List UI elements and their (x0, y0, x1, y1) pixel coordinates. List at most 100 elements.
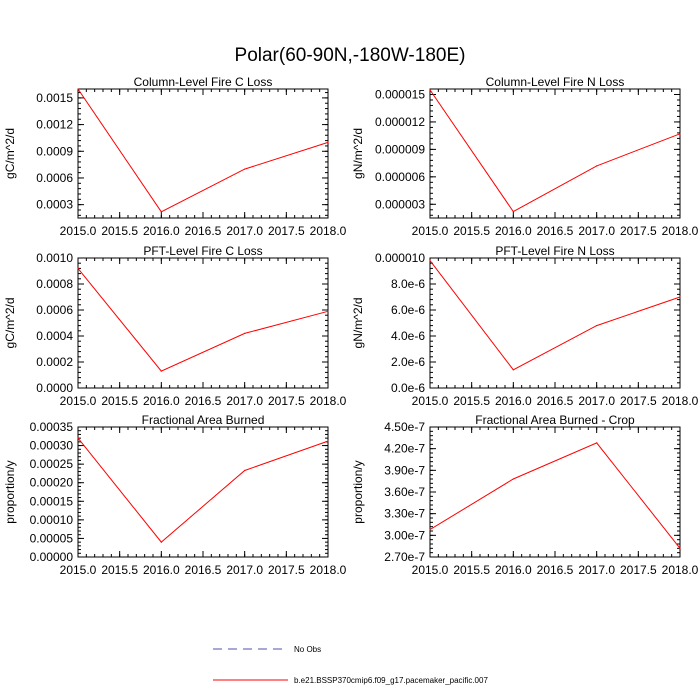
y-tick-label: 4.20e-7 (384, 442, 425, 456)
x-tick-label: 2018.0 (310, 394, 347, 408)
chart-panel-4: 2015.0 2015.5 2016.0 2016.5 2017.0 2017.5 2018… (351, 244, 699, 408)
y-tick-label: 2.0e-6 (391, 355, 425, 369)
chart-title: Fractional Area Burned - Crop (475, 413, 635, 427)
x-tick-label: 2016.0 (495, 224, 532, 238)
x-tick-label: 2016.0 (495, 563, 532, 577)
x-tick-label: 2017.0 (578, 224, 615, 238)
plot-frame (77, 257, 329, 389)
y-tick-label: 0.0e-6 (391, 381, 425, 395)
x-tick-label: 2015.5 (453, 224, 490, 238)
data-point (327, 141, 329, 143)
y-tick-label: 0.0002 (36, 355, 73, 369)
x-tick-label: 2017.0 (578, 563, 615, 577)
y-axis-label: proportion/y (351, 460, 365, 523)
x-tick-label: 2017.5 (268, 563, 305, 577)
y-tick-label: 0.00015 (30, 494, 74, 508)
x-tick-label: 2017.0 (226, 224, 263, 238)
y-axis-label: proportion/y (3, 460, 17, 523)
y-tick-label: 0.00000 (30, 550, 74, 564)
legend-label-model: b.e21.BSSP370cmip6.f09_g17.pacemaker_pac… (294, 676, 488, 685)
legend-label-no-obs: No Obs (294, 645, 321, 654)
x-tick-label: 2017.5 (620, 224, 657, 238)
data-point (679, 296, 681, 298)
data-point (327, 310, 329, 312)
chart-title: PFT-Level Fire C Loss (143, 244, 262, 258)
x-tick-label: 2017.5 (268, 394, 305, 408)
chart-panel-3: 2015.0 2015.5 2016.0 2016.5 2017.0 2017.5 2018… (3, 244, 347, 408)
x-tick-label: 2016.5 (537, 224, 574, 238)
chart-panel-1: 2015.0 2015.5 2016.0 2016.5 2017.0 2017.5 2018… (3, 75, 347, 238)
y-tick-label: 0.0003 (36, 198, 73, 212)
x-tick-label: 2016.5 (537, 563, 574, 577)
plot-frame (429, 426, 681, 558)
data-point (160, 211, 162, 213)
x-tick-label: 2016.0 (495, 394, 532, 408)
x-tick-label: 2015.5 (101, 224, 138, 238)
x-tick-label: 2017.0 (226, 563, 263, 577)
data-point (679, 133, 681, 135)
x-tick-label: 2018.0 (662, 224, 699, 238)
x-tick-label: 2017.5 (620, 394, 657, 408)
x-tick-label: 2016.5 (185, 224, 222, 238)
plot-frame (77, 426, 329, 558)
chart-title: Column-Level Fire C Loss (134, 75, 273, 89)
data-point (512, 369, 514, 371)
y-tick-label: 0.000006 (375, 170, 425, 184)
data-point (429, 89, 431, 91)
y-tick-label: 0.0006 (36, 303, 73, 317)
x-tick-label: 2015.0 (412, 224, 449, 238)
x-tick-label: 2017.0 (578, 394, 615, 408)
y-tick-label: 3.90e-7 (384, 463, 425, 477)
y-tick-label: 3.60e-7 (384, 485, 425, 499)
data-point (327, 440, 329, 442)
y-tick-label: 0.00020 (30, 476, 74, 490)
y-tick-label: 2.70e-7 (384, 550, 425, 564)
y-tick-label: 0.00030 (30, 439, 74, 453)
x-tick-label: 2018.0 (310, 563, 347, 577)
y-axis-label: gC/m^2/d (3, 128, 17, 179)
y-tick-label: 0.000003 (375, 197, 425, 211)
y-tick-label: 8.0e-6 (391, 277, 425, 291)
chart-panels: 2015.0 2015.5 2016.0 2016.5 2017.0 2017.5 2018… (3, 75, 699, 577)
chart-title: Column-Level Fire N Loss (486, 75, 625, 89)
x-tick-label: 2017.5 (268, 224, 305, 238)
x-tick-label: 2015.5 (453, 394, 490, 408)
data-point (596, 165, 598, 167)
y-tick-label: 0.000009 (375, 142, 425, 156)
y-tick-label: 0.000015 (375, 87, 425, 101)
series-line (429, 442, 681, 549)
x-tick-label: 2016.5 (185, 563, 222, 577)
series-line (429, 89, 681, 213)
plot-frame (429, 257, 681, 389)
x-tick-label: 2015.0 (60, 563, 97, 577)
data-point (160, 541, 162, 543)
x-tick-label: 2017.5 (620, 563, 657, 577)
y-tick-label: 0.0009 (36, 144, 73, 158)
legend: No Obs b.e21.BSSP370cmip6.f09_g17.pacema… (213, 645, 488, 685)
data-point (160, 370, 162, 372)
data-point (429, 528, 431, 531)
data-point (77, 267, 79, 269)
y-tick-label: 0.0015 (36, 91, 73, 105)
x-tick-label: 2015.0 (60, 394, 97, 408)
y-tick-label: 0.0006 (36, 171, 73, 185)
data-point (244, 469, 246, 472)
chart-title: Fractional Area Burned (142, 413, 265, 427)
x-tick-label: 2015.5 (453, 563, 490, 577)
y-tick-label: 0.000010 (375, 251, 425, 265)
y-tick-label: 3.00e-7 (384, 528, 425, 542)
y-tick-label: 0.0010 (36, 251, 73, 265)
data-point (679, 547, 681, 549)
x-tick-label: 2015.0 (60, 224, 97, 238)
series-line (77, 437, 329, 543)
chart-title: PFT-Level Fire N Loss (495, 244, 614, 258)
y-tick-label: 0.0000 (36, 381, 73, 395)
x-tick-label: 2016.0 (143, 224, 180, 238)
y-tick-label: 0.00005 (30, 531, 74, 545)
chart-panel-6: 2015.0 2015.5 2016.0 2016.5 2017.0 2017.5 2018… (351, 413, 699, 577)
y-axis-label: gN/m^2/d (351, 298, 365, 349)
x-tick-label: 2018.0 (310, 224, 347, 238)
x-tick-label: 2018.0 (662, 394, 699, 408)
y-tick-label: 4.0e-6 (391, 329, 425, 343)
x-tick-label: 2016.0 (143, 563, 180, 577)
